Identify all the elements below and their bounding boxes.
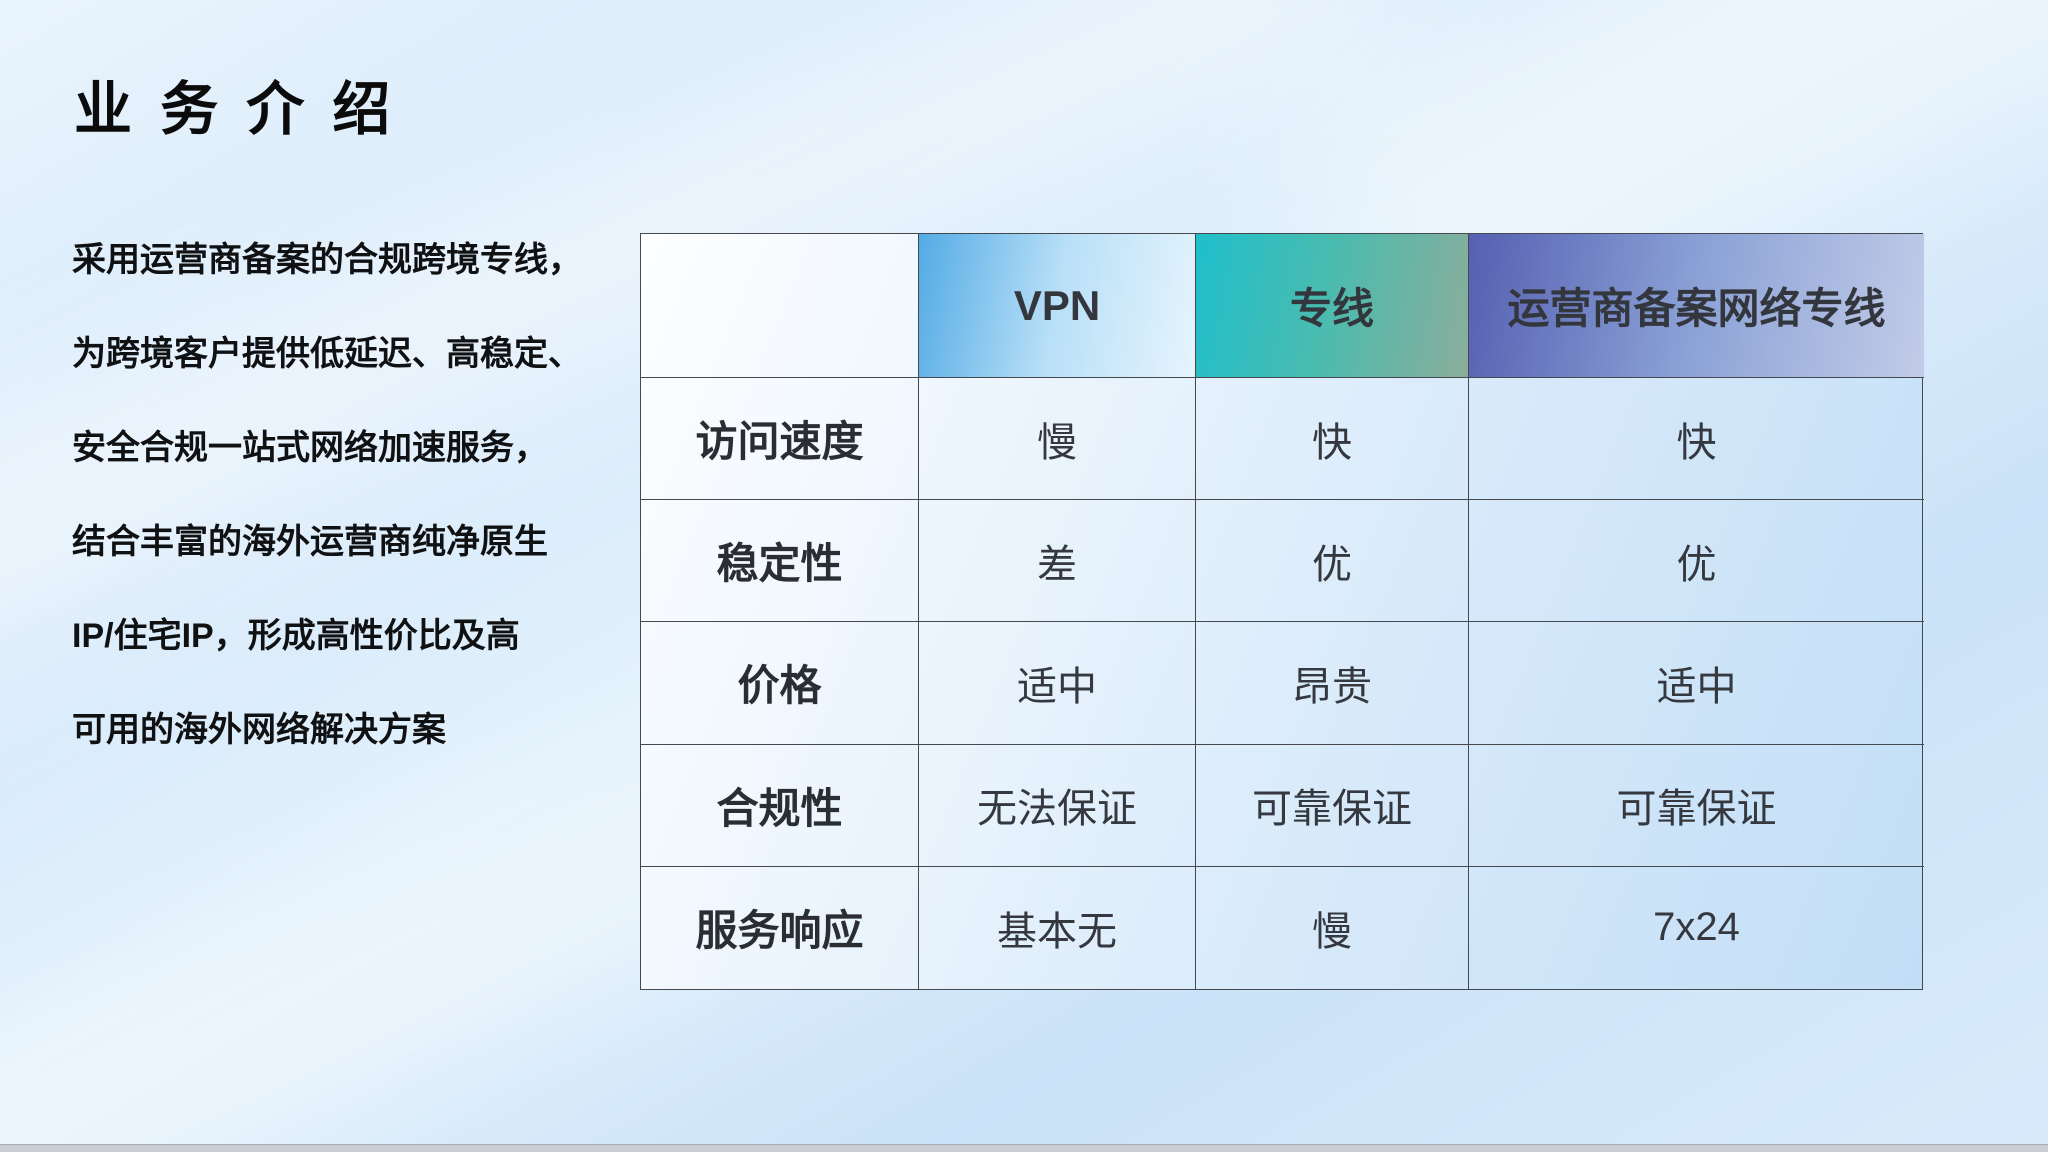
description-paragraph: 采用运营商备案的合规跨境专线， 为跨境客户提供低延迟、高稳定、 安全合规一站式网… <box>72 213 582 777</box>
table-cell: 优 <box>1196 500 1469 623</box>
description-line: 结合丰富的海外运营商纯净原生 <box>72 523 548 561</box>
table-cell: 适中 <box>919 622 1196 745</box>
table-cell: 基本无 <box>919 866 1196 989</box>
table-cell: 慢 <box>919 378 1196 501</box>
table-cell: 差 <box>919 500 1196 623</box>
row-label-compliance: 合规性 <box>641 744 919 867</box>
window-bottom-edge <box>0 1144 2048 1152</box>
row-label-stability: 稳定性 <box>641 500 919 623</box>
description-line: 可用的海外网络解决方案 <box>72 711 446 749</box>
col-header-carrier: 运营商备案网络专线 <box>1469 234 1924 378</box>
table-cell: 快 <box>1196 378 1469 501</box>
table-cell: 快 <box>1469 378 1924 501</box>
comparison-table: VPN 专线 运营商备案网络专线 访问速度 慢 快 快 稳定性 差 优 优 价格… <box>640 233 1924 990</box>
table-cell: 7x24 <box>1653 905 1740 950</box>
table-cell: 可靠保证 <box>1469 745 1924 867</box>
description-line: 为跨境客户提供低延迟、高稳定、 <box>72 335 582 373</box>
row-label-service-response: 服务响应 <box>641 866 919 989</box>
table-corner-cell <box>641 234 919 378</box>
table-cell: 慢 <box>1196 866 1469 989</box>
page-title: 业 务 介 绍 <box>74 77 397 142</box>
col-header-vpn: VPN <box>919 234 1196 378</box>
description-line: 采用运营商备案的合规跨境专线， <box>72 241 582 279</box>
description-line: IP/住宅IP，形成高性价比及高 <box>72 617 520 655</box>
row-label-access-speed: 访问速度 <box>641 378 919 501</box>
row-label-price: 价格 <box>641 622 919 745</box>
description-line: 安全合规一站式网络加速服务， <box>72 429 548 467</box>
table-cell: 可靠保证 <box>1196 744 1469 867</box>
table-cell: 昂贵 <box>1196 622 1469 745</box>
table-cell: 优 <box>1469 500 1924 623</box>
table-cell: 无法保证 <box>919 744 1196 867</box>
col-header-dedicated: 专线 <box>1196 234 1469 378</box>
table-cell: 适中 <box>1469 622 1924 745</box>
